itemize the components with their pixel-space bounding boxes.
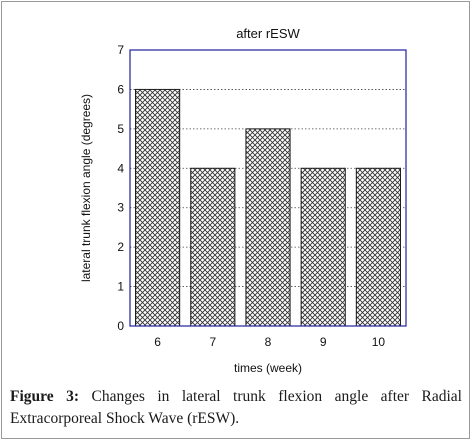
y-axis-label: lateral trunk flexion angle (degrees) [79, 94, 93, 282]
figure-caption-text: Changes in lateral trunk flexion angle a… [10, 388, 462, 427]
y-tick-label: 7 [117, 43, 124, 57]
figure-caption: Figure 3: Changes in lateral trunk flexi… [10, 386, 462, 430]
x-tick-label: 6 [154, 335, 161, 349]
y-tick-label: 4 [117, 161, 124, 175]
bar-week-9 [300, 167, 346, 327]
bar-week-10 [355, 167, 401, 327]
x-tick-label: 8 [265, 335, 272, 349]
bar-week-6 [135, 88, 181, 327]
figure-caption-label: Figure 3: [10, 388, 80, 405]
x-tick-label: 7 [209, 335, 216, 349]
x-tick-label: 9 [320, 335, 327, 349]
bar-week-7 [190, 167, 236, 327]
y-tick-label: 0 [117, 319, 124, 333]
x-tick-label: 10 [372, 335, 386, 349]
y-tick-label: 3 [117, 201, 124, 215]
x-axis-label: times (week) [234, 361, 302, 375]
plot-area-border [129, 49, 407, 327]
y-tick-label: 1 [117, 280, 124, 294]
y-tick-label: 2 [117, 240, 124, 254]
bar-week-8 [245, 128, 291, 327]
chart-title: after rESW [236, 26, 300, 41]
y-tick-label: 5 [117, 122, 124, 136]
y-tick-label: 6 [117, 82, 124, 96]
